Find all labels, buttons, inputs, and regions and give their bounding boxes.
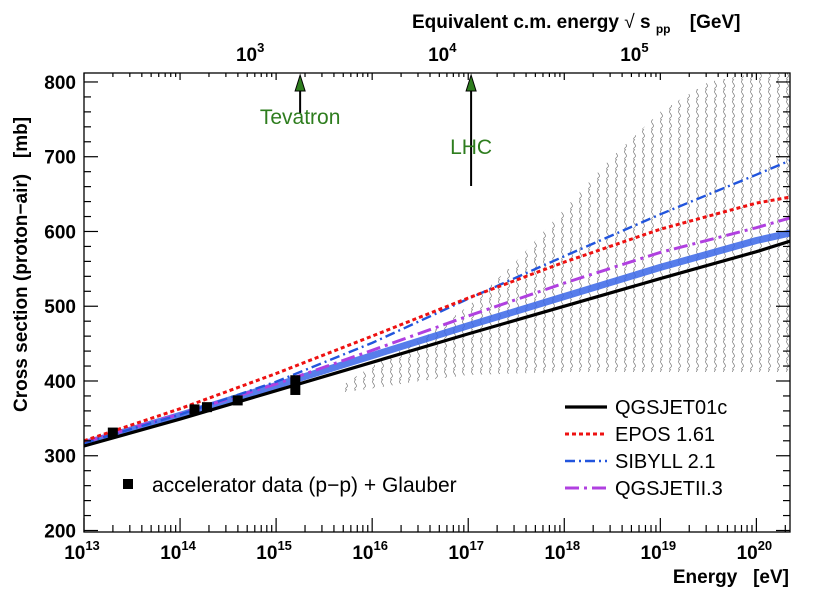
x-tick-label: 1018	[544, 538, 580, 564]
top-tick-label: 103	[236, 40, 264, 66]
data-points-legend-label: accelerator data (p−p) + Glauber	[152, 474, 457, 497]
top-tick-label: 105	[620, 40, 648, 66]
y-tick-label: 300	[44, 447, 76, 468]
x-tick-label: 1019	[641, 538, 677, 564]
top-axis-ticks: 103 104 105	[236, 40, 649, 66]
legend-label: EPOS 1.61	[615, 424, 715, 446]
sqrt-symbol: √	[624, 12, 635, 33]
y-tick-label: 600	[44, 222, 76, 243]
legend-label: SIBYLL 2.1	[615, 451, 715, 473]
annotation-label: LHC	[450, 136, 492, 159]
top-axis-title: Equivalent c.m. energy √ s pp [GeV]	[412, 12, 740, 38]
data-points-legend-marker	[123, 479, 133, 489]
annotation-arrowhead	[294, 73, 306, 92]
data-points-legend: accelerator data (p−p) + Glauber	[123, 474, 457, 497]
top-tick-label: 104	[428, 40, 457, 66]
uncertainty-band	[343, 73, 790, 393]
data-points-layer	[107, 375, 301, 438]
data-point	[232, 395, 243, 406]
y-tick-label: 700	[44, 148, 76, 169]
series-layer	[84, 159, 790, 448]
x-tick-label: 1015	[256, 538, 292, 564]
data-point	[189, 404, 200, 415]
legend-label: QGSJET01c	[615, 397, 727, 419]
y-axis-title: Cross section (proton−air) [mb]	[11, 117, 32, 412]
y-tick-label: 200	[44, 522, 76, 543]
data-point	[201, 402, 212, 413]
series-line-epos-1-61	[84, 195, 790, 443]
x-tick-label: 1016	[352, 538, 388, 564]
legend-label: QGSJETII.3	[615, 478, 723, 500]
x-axis-ticks: 1013 1014 1015 1016 1017 1018 1019 1020	[64, 73, 786, 564]
annotations-layer: Tevatron LHC	[260, 73, 492, 186]
y-axis-ticks: 200 300 400 500 600 700 800	[44, 73, 790, 543]
x-tick-label: 1013	[64, 538, 100, 564]
x-tick-label: 1020	[737, 538, 773, 564]
legend: QGSJET01c EPOS 1.61 SIBYLL 2.1 QGSJETII.3	[565, 397, 727, 500]
annotation-arrowhead	[465, 73, 477, 92]
x-axis-title: Energy [eV]	[673, 567, 789, 588]
y-tick-label: 800	[44, 73, 76, 94]
series-line-qgsjet01c	[84, 239, 790, 448]
annotation-label: Tevatron	[260, 106, 341, 129]
x-tick-label: 1017	[448, 538, 484, 564]
x-tick-label: 1014	[160, 538, 196, 564]
plot-frame	[83, 72, 791, 533]
y-tick-label: 400	[44, 372, 76, 393]
y-tick-label: 500	[44, 297, 76, 318]
data-point	[107, 427, 118, 438]
data-point	[290, 375, 301, 386]
data-point	[290, 384, 301, 395]
series-line-sibyll-2-1	[84, 159, 790, 445]
series-line-band-model	[84, 229, 790, 448]
